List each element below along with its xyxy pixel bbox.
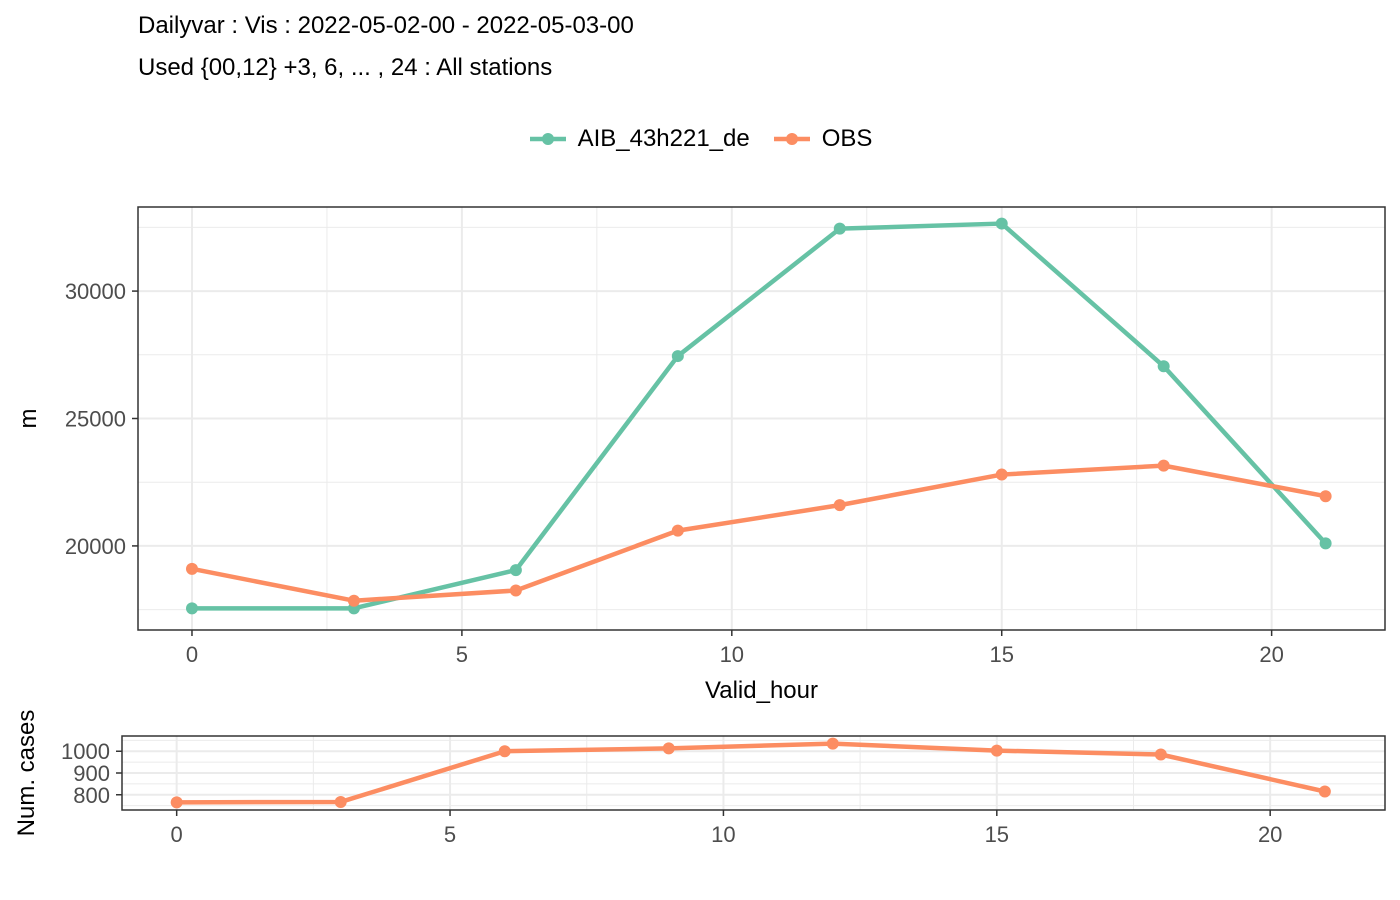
legend-label-model: AIB_43h221_de — [577, 125, 750, 152]
cases-data-point — [1318, 785, 1331, 798]
legend-label-obs: OBS — [821, 125, 873, 152]
cases-x-tick-label: 20 — [1258, 822, 1282, 847]
main-x-axis-title: Valid_hour — [705, 677, 818, 704]
main-y-tick-label: 25000 — [65, 407, 126, 432]
cases-data-point — [1154, 748, 1167, 761]
cases-y-tick-label: 900 — [73, 761, 110, 786]
main-series-line-1 — [189, 463, 1328, 603]
cases-x-tick-label: 5 — [444, 822, 456, 847]
legend-key-obs — [773, 133, 810, 145]
main-x-tick-label: 0 — [186, 642, 198, 667]
main-data-point — [1319, 490, 1332, 503]
main-data-point — [1157, 459, 1170, 472]
main-data-point — [833, 222, 846, 235]
cases-x-tick-label: 0 — [171, 822, 183, 847]
cases-y-axis-title: Num. cases — [13, 710, 40, 837]
main-y-axis-title: m — [15, 409, 42, 429]
cases-data-point — [334, 795, 347, 808]
main-y-tick-label: 20000 — [65, 534, 126, 559]
main-x-tick-label: 10 — [720, 642, 744, 667]
main-data-point — [671, 350, 684, 363]
cases-y-tick-label: 800 — [73, 783, 110, 808]
main-data-point — [347, 594, 360, 607]
cases-data-point — [170, 796, 183, 809]
main-panel: 0 5 10 15 20 20000 25000 30000 Valid_hour m — [15, 206, 1386, 704]
cases-data-point — [498, 745, 511, 758]
main-y-tick-label: 30000 — [65, 279, 126, 304]
legend: AIB_43h221_de OBS — [0, 121, 1400, 157]
cases-data-point — [826, 737, 839, 750]
cases-x-tick-label: 10 — [711, 822, 735, 847]
cases-data-point — [662, 742, 675, 755]
cases-y-tick-label: 1000 — [61, 739, 110, 764]
main-data-point — [671, 524, 684, 537]
legend-item-model: AIB_43h221_de — [528, 125, 750, 153]
cases-data-point — [990, 744, 1003, 757]
main-x-tick-label: 15 — [989, 642, 1013, 667]
main-x-tick-label: 5 — [456, 642, 468, 667]
legend-item-obs: OBS — [772, 125, 873, 153]
main-data-point — [509, 584, 522, 597]
main-data-point — [833, 499, 846, 512]
cases-x-tick-label: 15 — [985, 822, 1009, 847]
main-data-point — [185, 562, 198, 575]
main-x-tick-label: 20 — [1259, 642, 1283, 667]
chart-subtitle: Used {00,12} +3, 6, ... , 24 : All stati… — [138, 54, 553, 81]
legend-key-model — [529, 133, 566, 145]
main-series-line-0 — [189, 221, 1328, 611]
cases-series-line-0 — [174, 741, 1328, 805]
chart-title: Dailyvar : Vis : 2022-05-02-00 - 2022-05… — [138, 12, 634, 39]
main-data-point — [185, 602, 198, 615]
main-data-point — [995, 468, 1008, 481]
main-data-point — [1319, 537, 1332, 550]
main-data-point — [1157, 360, 1170, 373]
main-data-point — [509, 564, 522, 577]
main-data-point — [995, 217, 1008, 230]
